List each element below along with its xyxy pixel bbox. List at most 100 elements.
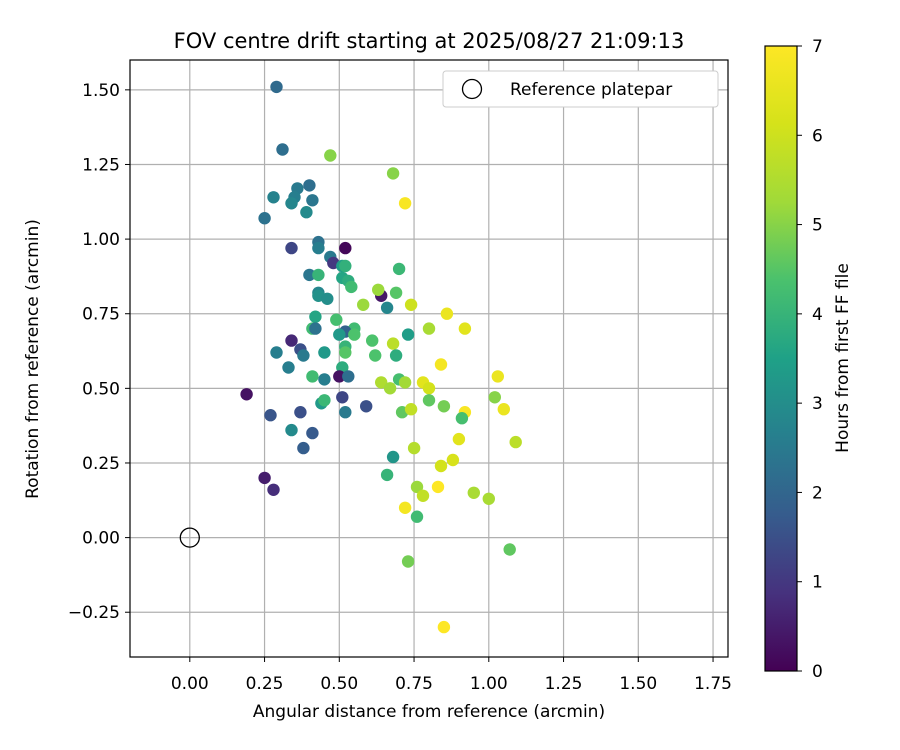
colorbar-tick-label: 1 — [812, 573, 823, 593]
scatter-point — [404, 298, 418, 311]
chart-title: FOV centre drift starting at 2025/08/27 … — [174, 29, 685, 53]
colorbar-gradient — [764, 45, 798, 672]
x-tick-label: 0.00 — [171, 674, 209, 694]
scatter-point — [345, 280, 358, 294]
y-axis-label: Rotation from reference (arcmin) — [23, 219, 43, 499]
scatter-point — [258, 471, 271, 485]
x-tick-label: 1.50 — [619, 674, 657, 694]
scatter-point — [386, 337, 400, 350]
scatter-point — [398, 376, 412, 389]
scatter-point — [300, 206, 313, 219]
scatter-point — [312, 268, 325, 282]
scatter-point — [410, 510, 424, 523]
scatter-point — [267, 191, 280, 204]
legend-label-reference: Reference platepar — [510, 80, 672, 100]
scatter-point — [267, 483, 280, 496]
scatter-point — [452, 432, 466, 446]
scatter-point — [398, 501, 412, 514]
grid — [130, 60, 728, 657]
colorbar-ticks: 0 1 2 3 4 5 6 7 — [797, 37, 823, 682]
scatter-point — [386, 167, 400, 180]
scatter-point — [309, 310, 322, 323]
colorbar-tick-label: 0 — [812, 662, 823, 682]
colorbar-tick-label: 7 — [812, 37, 823, 57]
colorbar-tick-label: 2 — [812, 483, 823, 503]
scatter-point — [333, 328, 346, 341]
x-tick-label: 1.25 — [545, 674, 583, 694]
scatter-point — [491, 370, 504, 383]
scatter-point — [333, 370, 346, 383]
scatter-point — [404, 403, 418, 416]
scatter-point — [297, 441, 310, 455]
scatter-point — [366, 334, 379, 347]
scatter-point — [389, 349, 403, 362]
scatter-point — [372, 283, 385, 296]
scatter-point — [431, 480, 445, 494]
plot-frame — [129, 59, 729, 658]
scatter-point — [312, 241, 325, 255]
y-tick-label: 0.00 — [82, 529, 120, 549]
scatter-point — [497, 403, 510, 416]
scatter-point — [380, 468, 394, 482]
scatter-point — [318, 346, 331, 359]
scatter-point — [303, 268, 316, 282]
y-tick-label: 1.00 — [82, 230, 120, 250]
y-tick-label: 0.75 — [82, 305, 120, 325]
scatter-point — [282, 361, 295, 374]
scatter-point — [416, 489, 430, 502]
scatter-point — [386, 450, 400, 464]
scatter-point — [339, 259, 352, 273]
x-tick-label: 0.75 — [395, 674, 433, 694]
scatter-point — [348, 328, 361, 341]
scatter-point — [389, 286, 403, 299]
y-tick-label: 0.25 — [82, 454, 120, 474]
scatter-point — [339, 241, 352, 255]
scatter-point — [303, 179, 316, 192]
x-tick-label: 1.75 — [694, 674, 732, 694]
scatter-point — [306, 194, 319, 207]
scatter-point — [455, 412, 469, 425]
scatter-point — [324, 149, 337, 162]
scatter-points — [240, 80, 522, 634]
scatter-point — [330, 313, 343, 326]
x-axis-label: Angular distance from reference (arcmin) — [253, 702, 605, 722]
x-tick-label: 1.00 — [470, 674, 508, 694]
scatter-point — [342, 370, 355, 383]
scatter-point — [509, 435, 522, 449]
scatter-point — [401, 328, 415, 341]
scatter-point — [482, 492, 495, 505]
scatter-point — [240, 388, 253, 401]
y-axis-ticks: −0.25 0.00 0.25 0.50 0.75 1.00 1.25 1.50 — [68, 81, 130, 623]
scatter-point — [488, 391, 501, 404]
x-axis-ticks: 0.00 0.25 0.50 0.75 1.00 1.25 1.50 1.75 — [171, 657, 732, 694]
scatter-point — [446, 453, 460, 467]
scatter-point — [339, 346, 352, 359]
colorbar-tick-label: 6 — [812, 126, 823, 146]
scatter-point — [276, 143, 289, 156]
scatter-point — [467, 486, 480, 499]
scatter-point — [285, 334, 298, 347]
scatter-point — [437, 620, 451, 634]
scatter-point — [369, 349, 382, 362]
scatter-point — [422, 322, 436, 335]
scatter-point — [309, 322, 322, 335]
scatter-point — [410, 480, 424, 494]
scatter-point — [270, 80, 283, 94]
scatter-point — [306, 426, 319, 440]
scatter-point — [285, 241, 298, 255]
scatter-point — [270, 346, 283, 359]
scatter-point — [392, 262, 406, 276]
scatter-point — [407, 441, 421, 455]
legend-box — [442, 70, 719, 108]
scatter-point — [434, 459, 448, 473]
scatter-point — [434, 358, 448, 371]
scatter-point — [458, 322, 472, 335]
scatter-point — [440, 307, 454, 320]
colorbar-tick-label: 4 — [812, 305, 823, 325]
x-tick-label: 0.25 — [246, 674, 284, 694]
scatter-point — [383, 382, 397, 395]
colorbar: 0 1 2 3 4 5 6 7 Hours from first FF file — [764, 37, 853, 682]
scatter-point — [339, 406, 352, 419]
scatter-point — [503, 543, 516, 556]
